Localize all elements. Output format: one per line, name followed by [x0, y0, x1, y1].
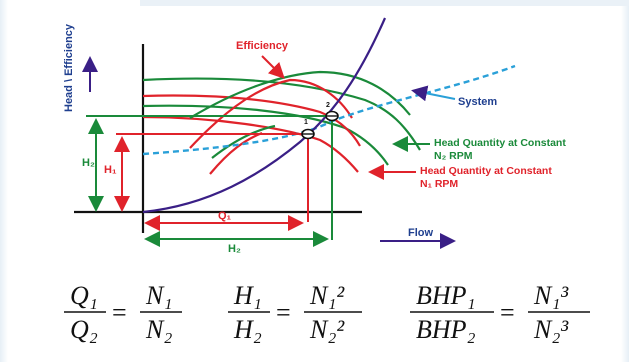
green-head-curve-n2-lower [142, 104, 389, 166]
h2-label: H₂ [82, 157, 95, 169]
operating-point-1 [301, 128, 315, 140]
x-axis-label: Flow [408, 227, 433, 239]
green-efficiency-curve [189, 70, 411, 119]
h2-flow-label: H₂ [228, 243, 241, 255]
green-legend-line1: Head Quantity at Constant [434, 137, 566, 149]
y-axis-label: Head \ Efficiency [63, 23, 75, 112]
equation-1-denominator: Q₂ [70, 315, 98, 344]
equation-1-numerator-right: N₁ [145, 281, 172, 310]
equation-3-equals: = [500, 298, 515, 327]
frame-top-tint [140, 0, 629, 6]
equation-3-numerator: BHP₁ [416, 281, 476, 310]
equation-3-numerator-right: N₁³ [533, 281, 569, 310]
equation-2-equals: = [276, 298, 291, 327]
equation-3-denominator-right: N₂³ [533, 315, 569, 344]
red-legend-line1: Head Quantity at Constant [420, 165, 552, 177]
red-efficiency-tail [209, 131, 263, 175]
red-legend-line2: N₁ RPM [420, 178, 458, 190]
equation-1-numerator: Q₁ [70, 281, 98, 310]
system-curve [142, 64, 516, 156]
equation-3-denominator: BHP₂ [416, 315, 476, 344]
equation-1-equals: = [112, 298, 127, 327]
equation-power-affinity: BHP₁ BHP₂ = N₁³ N₂³ [410, 281, 590, 344]
point2-label: 2 [326, 102, 330, 109]
equation-2-denominator-right: N₂² [309, 315, 345, 344]
efficiency-label: Efficiency [236, 40, 289, 52]
system-pointer [411, 85, 456, 102]
equation-2-denominator: H₂ [233, 315, 262, 344]
equation-2-numerator: H₁ [233, 281, 262, 310]
q1-label: Q₁ [218, 210, 232, 222]
point1-label: 1 [304, 119, 308, 126]
red-head-curve-n1-upper [142, 94, 361, 147]
frame-right-tint [621, 0, 629, 362]
purple-curve [142, 17, 387, 214]
equation-flow-affinity: Q₁ Q₂ = N₁ N₂ [64, 281, 182, 344]
red-efficiency-curve [189, 78, 353, 149]
equation-head-affinity: H₁ H₂ = N₁² N₂² [228, 281, 362, 344]
h1-label: H₁ [104, 164, 117, 176]
operating-point-2 [325, 110, 339, 122]
green-head-curve-n2-upper [142, 77, 421, 151]
system-label: System [458, 96, 497, 108]
equation-1-denominator-right: N₂ [145, 315, 172, 344]
frame-left-tint [0, 0, 8, 362]
green-legend-line2: N₂ RPM [434, 150, 473, 162]
efficiency-pointer [261, 55, 285, 79]
green-efficiency-tail [211, 124, 276, 159]
equation-2-numerator-right: N₁² [309, 281, 345, 310]
